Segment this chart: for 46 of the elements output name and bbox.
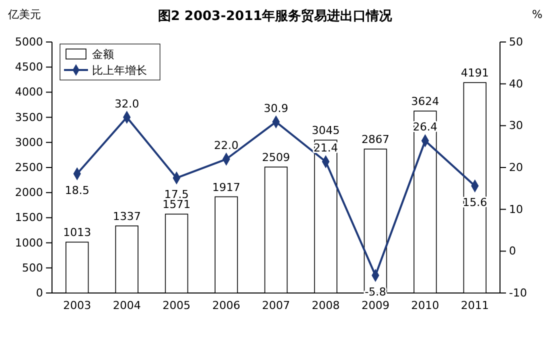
data-label: 22.0 (214, 139, 239, 152)
data-label: 1917 (212, 180, 240, 194)
x-tick-label: 2005 (162, 298, 191, 312)
y-tick-label: 5000 (15, 36, 43, 49)
y-tick-label: 4500 (15, 60, 43, 74)
legend-label: 比上年增长 (92, 64, 147, 77)
y2-tick-label: -10 (509, 286, 527, 300)
data-label: 1337 (112, 210, 141, 223)
y2-tick-label: 10 (509, 202, 523, 216)
y2-axis-title: % (532, 8, 542, 21)
x-tick-label: 2011 (460, 298, 489, 312)
data-label: 17.5 (164, 188, 189, 201)
data-label: 30.9 (264, 102, 288, 115)
y-tick-label: 2500 (15, 161, 43, 174)
y-tick-label: 500 (22, 261, 43, 274)
y-tick-label: 1000 (15, 236, 43, 250)
data-label: 4191 (460, 66, 489, 80)
y-tick-label: 4000 (15, 86, 43, 99)
y2-tick-label: 0 (509, 244, 516, 258)
y2-tick-label: 50 (509, 36, 523, 49)
x-tick-label: 2010 (411, 298, 440, 312)
x-tick-label: 2003 (63, 298, 92, 312)
data-label: 3624 (411, 95, 440, 108)
data-label: 1013 (63, 226, 92, 240)
data-label: 2509 (262, 151, 290, 164)
data-label: 1571 (162, 198, 191, 212)
x-tick-label: 2007 (262, 298, 290, 312)
x-tick-label: 2008 (312, 298, 340, 312)
y2-tick-label: 20 (509, 161, 523, 174)
y2-tick-label: 30 (509, 119, 523, 132)
y-tick-label: 3000 (15, 136, 43, 149)
y-tick-label: 1500 (15, 211, 43, 224)
legend-label: 金额 (92, 48, 114, 61)
data-label: 18.5 (64, 184, 90, 197)
y-tick-label: 3500 (15, 110, 43, 124)
y2-tick-label: 40 (509, 77, 523, 90)
data-label: 3045 (312, 124, 340, 138)
y-tick-label: 0 (36, 286, 43, 300)
x-tick-label: 2004 (112, 298, 141, 312)
chart-title: 图2 2003-2011年服务贸易进出口情况 (158, 8, 394, 24)
y-tick-label: 2000 (15, 186, 43, 200)
data-label: 32.0 (114, 97, 140, 110)
x-tick-label: 2006 (212, 298, 240, 312)
x-tick-label: 2009 (361, 298, 390, 312)
y-axis-title: 亿美元 (7, 8, 41, 21)
data-label: 2867 (361, 133, 390, 146)
